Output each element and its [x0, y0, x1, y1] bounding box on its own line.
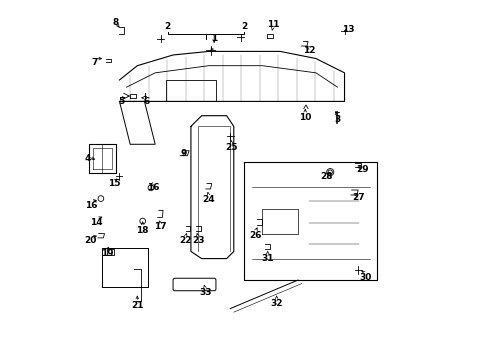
Text: 8: 8 — [113, 18, 119, 27]
Text: 25: 25 — [225, 143, 238, 152]
Text: 28: 28 — [320, 172, 332, 181]
Text: 4: 4 — [84, 154, 90, 163]
Text: 16: 16 — [84, 201, 97, 210]
Text: 10: 10 — [299, 113, 311, 122]
Text: 18: 18 — [136, 225, 149, 234]
Text: 3: 3 — [334, 115, 340, 124]
Text: 33: 33 — [199, 288, 211, 297]
Text: 11: 11 — [266, 20, 279, 29]
Text: 20: 20 — [84, 236, 97, 245]
Text: 9: 9 — [180, 149, 186, 158]
Text: 12: 12 — [302, 46, 314, 55]
Text: 2: 2 — [241, 22, 247, 31]
Text: 14: 14 — [90, 219, 102, 228]
Text: 29: 29 — [355, 165, 368, 174]
Text: 26: 26 — [248, 231, 261, 240]
Text: 24: 24 — [202, 195, 215, 204]
Text: 6: 6 — [143, 97, 149, 106]
Text: 23: 23 — [191, 236, 204, 245]
Text: 13: 13 — [341, 26, 354, 35]
FancyBboxPatch shape — [173, 278, 216, 291]
Text: 21: 21 — [131, 301, 143, 310]
Text: 5: 5 — [118, 97, 124, 106]
Text: 7: 7 — [91, 58, 98, 67]
Text: 22: 22 — [179, 236, 191, 245]
Text: 30: 30 — [359, 273, 371, 282]
Text: 16: 16 — [147, 183, 159, 192]
Text: 2: 2 — [164, 22, 170, 31]
Text: 31: 31 — [261, 254, 273, 263]
Text: 32: 32 — [270, 299, 283, 308]
Text: 27: 27 — [352, 193, 365, 202]
Text: 17: 17 — [154, 222, 166, 231]
Text: 19: 19 — [101, 249, 113, 258]
Text: 1: 1 — [211, 35, 217, 44]
Text: 15: 15 — [108, 179, 120, 188]
